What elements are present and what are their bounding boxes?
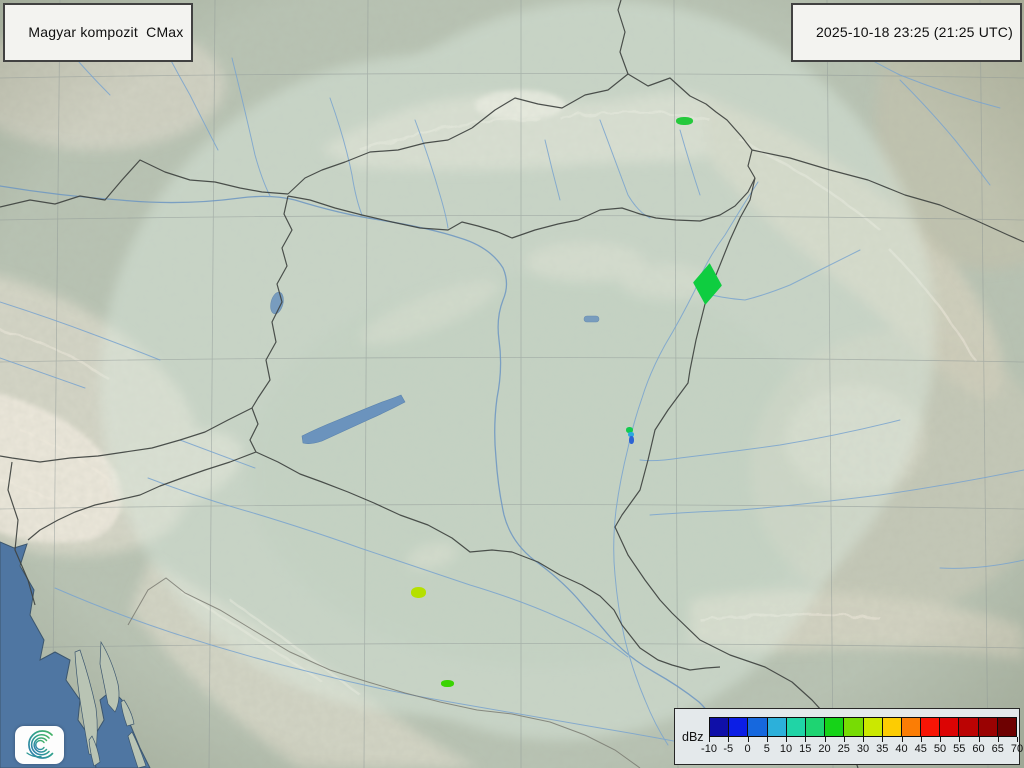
legend-tick-label: 10 (779, 743, 793, 755)
legend-color-cell (996, 717, 1017, 737)
legend-tick (728, 737, 730, 742)
legend-tick-label: 35 (876, 743, 889, 755)
lake-balaton (301, 394, 406, 444)
legend-color-cell (747, 717, 768, 737)
timestamp-box: 2025-10-18 23:25 (21:25 UTC) (790, 3, 1022, 62)
legend-tick-label: 40 (895, 743, 908, 755)
legend-tick (1017, 737, 1018, 742)
legend-color-cell (785, 717, 806, 737)
product-title-box: Magyar kompozit CMax (3, 3, 193, 62)
legend-tick-label: -10 (701, 743, 717, 755)
legend-color-cell (939, 717, 960, 737)
legend-tick (786, 737, 787, 742)
legend-tick (940, 737, 941, 742)
legend-color-cell (709, 717, 730, 737)
legend-tick-label: 55 (953, 743, 966, 755)
legend-color-cell (843, 717, 864, 737)
legend-tick (901, 737, 903, 742)
legend-tick (805, 737, 807, 742)
legend-unit-label: dBz (682, 730, 704, 744)
legend-color-cell (862, 717, 883, 737)
legend-tick-label: 0 (744, 743, 751, 755)
lakes-layer (270, 291, 600, 444)
legend-color-cell (766, 717, 787, 737)
legend-tick (709, 737, 710, 742)
legend-tick (997, 737, 999, 742)
lake-tisza (583, 315, 600, 323)
legend-tick-label: 45 (914, 743, 927, 755)
legend-color-cell (900, 717, 922, 737)
legend-tick-label: 20 (818, 743, 831, 755)
timestamp-label: 2025-10-18 23:25 (21:25 UTC) (815, 24, 1013, 40)
legend-tick-label: 70 (1010, 743, 1024, 755)
legend-color-cell (920, 717, 941, 737)
legend-tick-label: 25 (837, 743, 850, 755)
legend-color-cell (977, 717, 998, 737)
legend-tick-label: -5 (723, 743, 734, 755)
legend-color-cell (824, 717, 845, 737)
legend-tick (824, 737, 826, 742)
dbz-color-scale-legend: dBz -10 -5 0 5 10 15 20 25 30 35 40 45 50 55 60 65 70 (674, 708, 1024, 765)
product-title: Magyar kompozit CMax (28, 24, 184, 40)
legend-tick-label: 5 (763, 743, 770, 755)
legend-tick-label: 60 (972, 743, 985, 755)
legend-tick-label: 65 (991, 743, 1004, 755)
legend-tick (978, 737, 980, 742)
spiral-icon (26, 730, 54, 759)
legend-tick (920, 737, 922, 742)
legend-color-cell (728, 717, 749, 737)
legend-color-cell (804, 717, 826, 737)
legend-tick (766, 737, 768, 742)
legend-color-cell (881, 717, 902, 737)
legend-tick (843, 737, 845, 742)
legend-tick (863, 737, 864, 742)
met-spiral-logo (15, 726, 64, 764)
adriatic-sea (0, 541, 151, 768)
legend-tick (882, 737, 884, 742)
legend-tick (747, 737, 749, 742)
secondary-borders-layer (127, 577, 641, 768)
legend-tick (959, 737, 961, 742)
legend-color-cell (958, 717, 979, 737)
legend-tick-label: 15 (799, 743, 812, 755)
legend-tick-label: 50 (933, 743, 947, 755)
legend-colorbar (709, 717, 1017, 737)
legend-tick-label: 30 (856, 743, 870, 755)
